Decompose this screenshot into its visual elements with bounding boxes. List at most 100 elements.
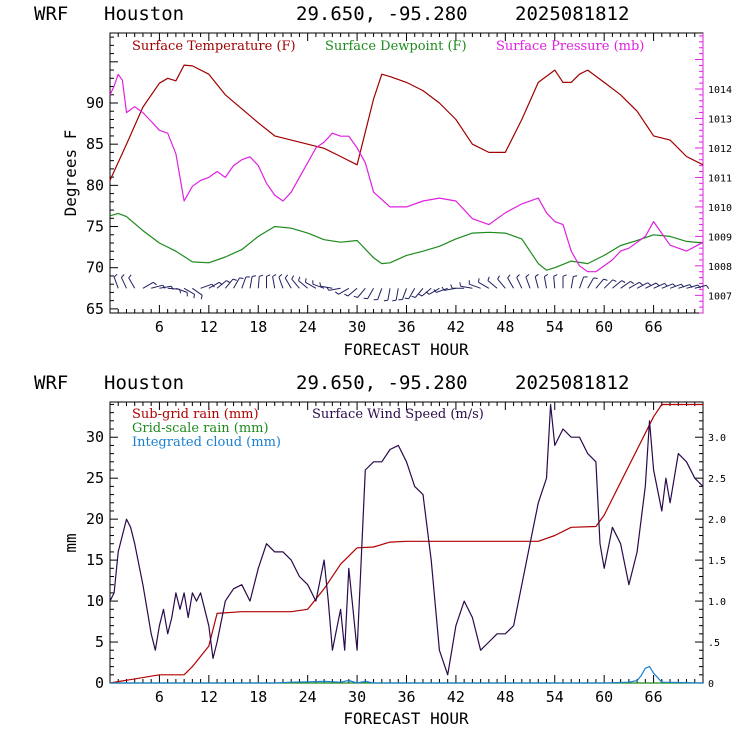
wind-barb [377, 288, 383, 300]
surface-chart-frame [109, 32, 704, 314]
series-line-cloud [110, 665, 704, 684]
wind-barb [241, 276, 247, 289]
wind-barb [192, 287, 203, 296]
wind-barb [151, 284, 163, 289]
wind-barb [387, 288, 391, 301]
wind-barb [653, 282, 665, 289]
wind-barb [208, 281, 220, 289]
wind-barb [305, 281, 317, 289]
x-tick-label: 6 [155, 688, 164, 706]
x-tick-label: 18 [249, 688, 267, 706]
y-tick-label: 65 [86, 300, 104, 318]
model-label-2: WRF [34, 372, 68, 394]
coords-label-2: 29.650, -95.280 [296, 372, 468, 394]
wind-barb-flag [284, 274, 289, 279]
x-tick-label: 24 [299, 688, 317, 706]
wind-barb-flag [516, 274, 520, 278]
wind-barb [338, 287, 350, 295]
wind-barb [516, 277, 523, 289]
wind-barb-flag [344, 293, 349, 297]
y2-tick-label: .5 [708, 638, 720, 649]
series-line-wind [109, 403, 704, 676]
wind-barb-flag [553, 274, 558, 277]
wind-barb [525, 276, 531, 289]
wind-barb [401, 288, 407, 300]
y-tick-label: 0 [95, 674, 104, 692]
wind-barb-flag [319, 282, 322, 287]
wind-barb-flag [507, 274, 511, 279]
wind-barb [460, 285, 473, 289]
y-tick-label: 20 [86, 510, 104, 528]
wind-barb [233, 277, 240, 289]
wind-barb [678, 284, 690, 289]
wind-barb [298, 280, 308, 289]
y2-tick-label: 1014 [708, 85, 732, 96]
wind-barb-flag [383, 299, 389, 302]
y2-tick-label: 1011 [708, 173, 732, 184]
wind-barb-flag [305, 278, 307, 283]
legend-pressure: Surface Pressure (mb) [496, 39, 644, 54]
wind-barb-flag [128, 274, 132, 279]
y2-tick-label: 2.0 [708, 515, 726, 526]
surface-chart-tick-labels: 6 12 18 24 30 36 42 48 54 60 66 65 70 75 80 85 90 1007 100… [86, 85, 732, 336]
y2-tick-label: 1008 [708, 262, 732, 273]
wind-barb-flag [441, 286, 445, 291]
wind-barb-flag [497, 275, 500, 280]
wind-barb [347, 287, 358, 297]
bottom-header: WRF Houston 29.650, -95.280 2025081812 [34, 372, 629, 394]
wind-barb-flag [266, 274, 271, 277]
x-tick-label: 6 [155, 318, 164, 336]
wind-barb [478, 281, 490, 289]
wind-barb [694, 284, 707, 289]
y2-tick-label: 1007 [708, 291, 732, 302]
wind-barb [587, 277, 595, 289]
wind-barb [159, 285, 172, 289]
wind-barb [216, 280, 227, 289]
wind-barb [257, 276, 260, 289]
y-axis-label-2: mm [61, 533, 80, 552]
wind-barb [628, 281, 640, 289]
wind-barb [570, 276, 574, 289]
wind-barb-flag [272, 273, 277, 277]
init-time-label: 2025081812 [515, 3, 629, 25]
x-tick-label: 12 [200, 688, 218, 706]
coords-label: 29.650, -95.280 [296, 3, 468, 25]
wind-barb [224, 278, 234, 289]
x-axis-label: FORECAST HOUR [343, 340, 469, 359]
wind-barb-flag [162, 284, 166, 289]
legend-wind-speed: Surface Wind Speed (m/s) [312, 407, 484, 422]
wind-barb [291, 278, 300, 289]
wind-barb-flag [291, 275, 295, 280]
wind-barb [487, 280, 498, 289]
wind-barb-flag [251, 275, 257, 277]
x-tick-label: 30 [348, 318, 366, 336]
location-label: Houston [104, 3, 184, 25]
precip-chart-ticks [110, 402, 704, 684]
wind-barb-flag [298, 276, 301, 281]
wind-barb-flag [697, 284, 701, 289]
wind-barb-flag [121, 274, 125, 278]
precip-chart-tick-labels: 6 12 18 24 30 36 42 48 54 60 66 0 5 10 15 20 25 30 0 .5 1.0 1… [86, 428, 726, 706]
wind-barb-flag [232, 278, 237, 281]
y2-tick-label: 0 [708, 679, 714, 690]
y-tick-label: 10 [86, 592, 104, 610]
x-tick-label: 36 [397, 688, 415, 706]
wind-barb [142, 281, 154, 289]
wind-barb-flag [593, 277, 598, 279]
wind-barb-flag [638, 281, 643, 286]
x-tick-label: 54 [546, 318, 564, 336]
wind-barb [469, 283, 481, 289]
wind-barb [534, 276, 539, 289]
wind-barb-flag [450, 284, 453, 289]
init-time-label-2: 2025081812 [515, 372, 629, 394]
wind-barb-flag [655, 282, 660, 287]
surface-chart-ticks [110, 33, 704, 314]
legend-subgrid-rain: Sub-grid rain (mm) [132, 407, 259, 422]
wind-barb [436, 287, 448, 293]
x-tick-label: 60 [595, 318, 613, 336]
y2-tick-label: 1.0 [708, 597, 726, 608]
wind-barb [272, 276, 276, 289]
x-tick-label: 30 [348, 688, 366, 706]
precip-chart-series [109, 403, 704, 684]
